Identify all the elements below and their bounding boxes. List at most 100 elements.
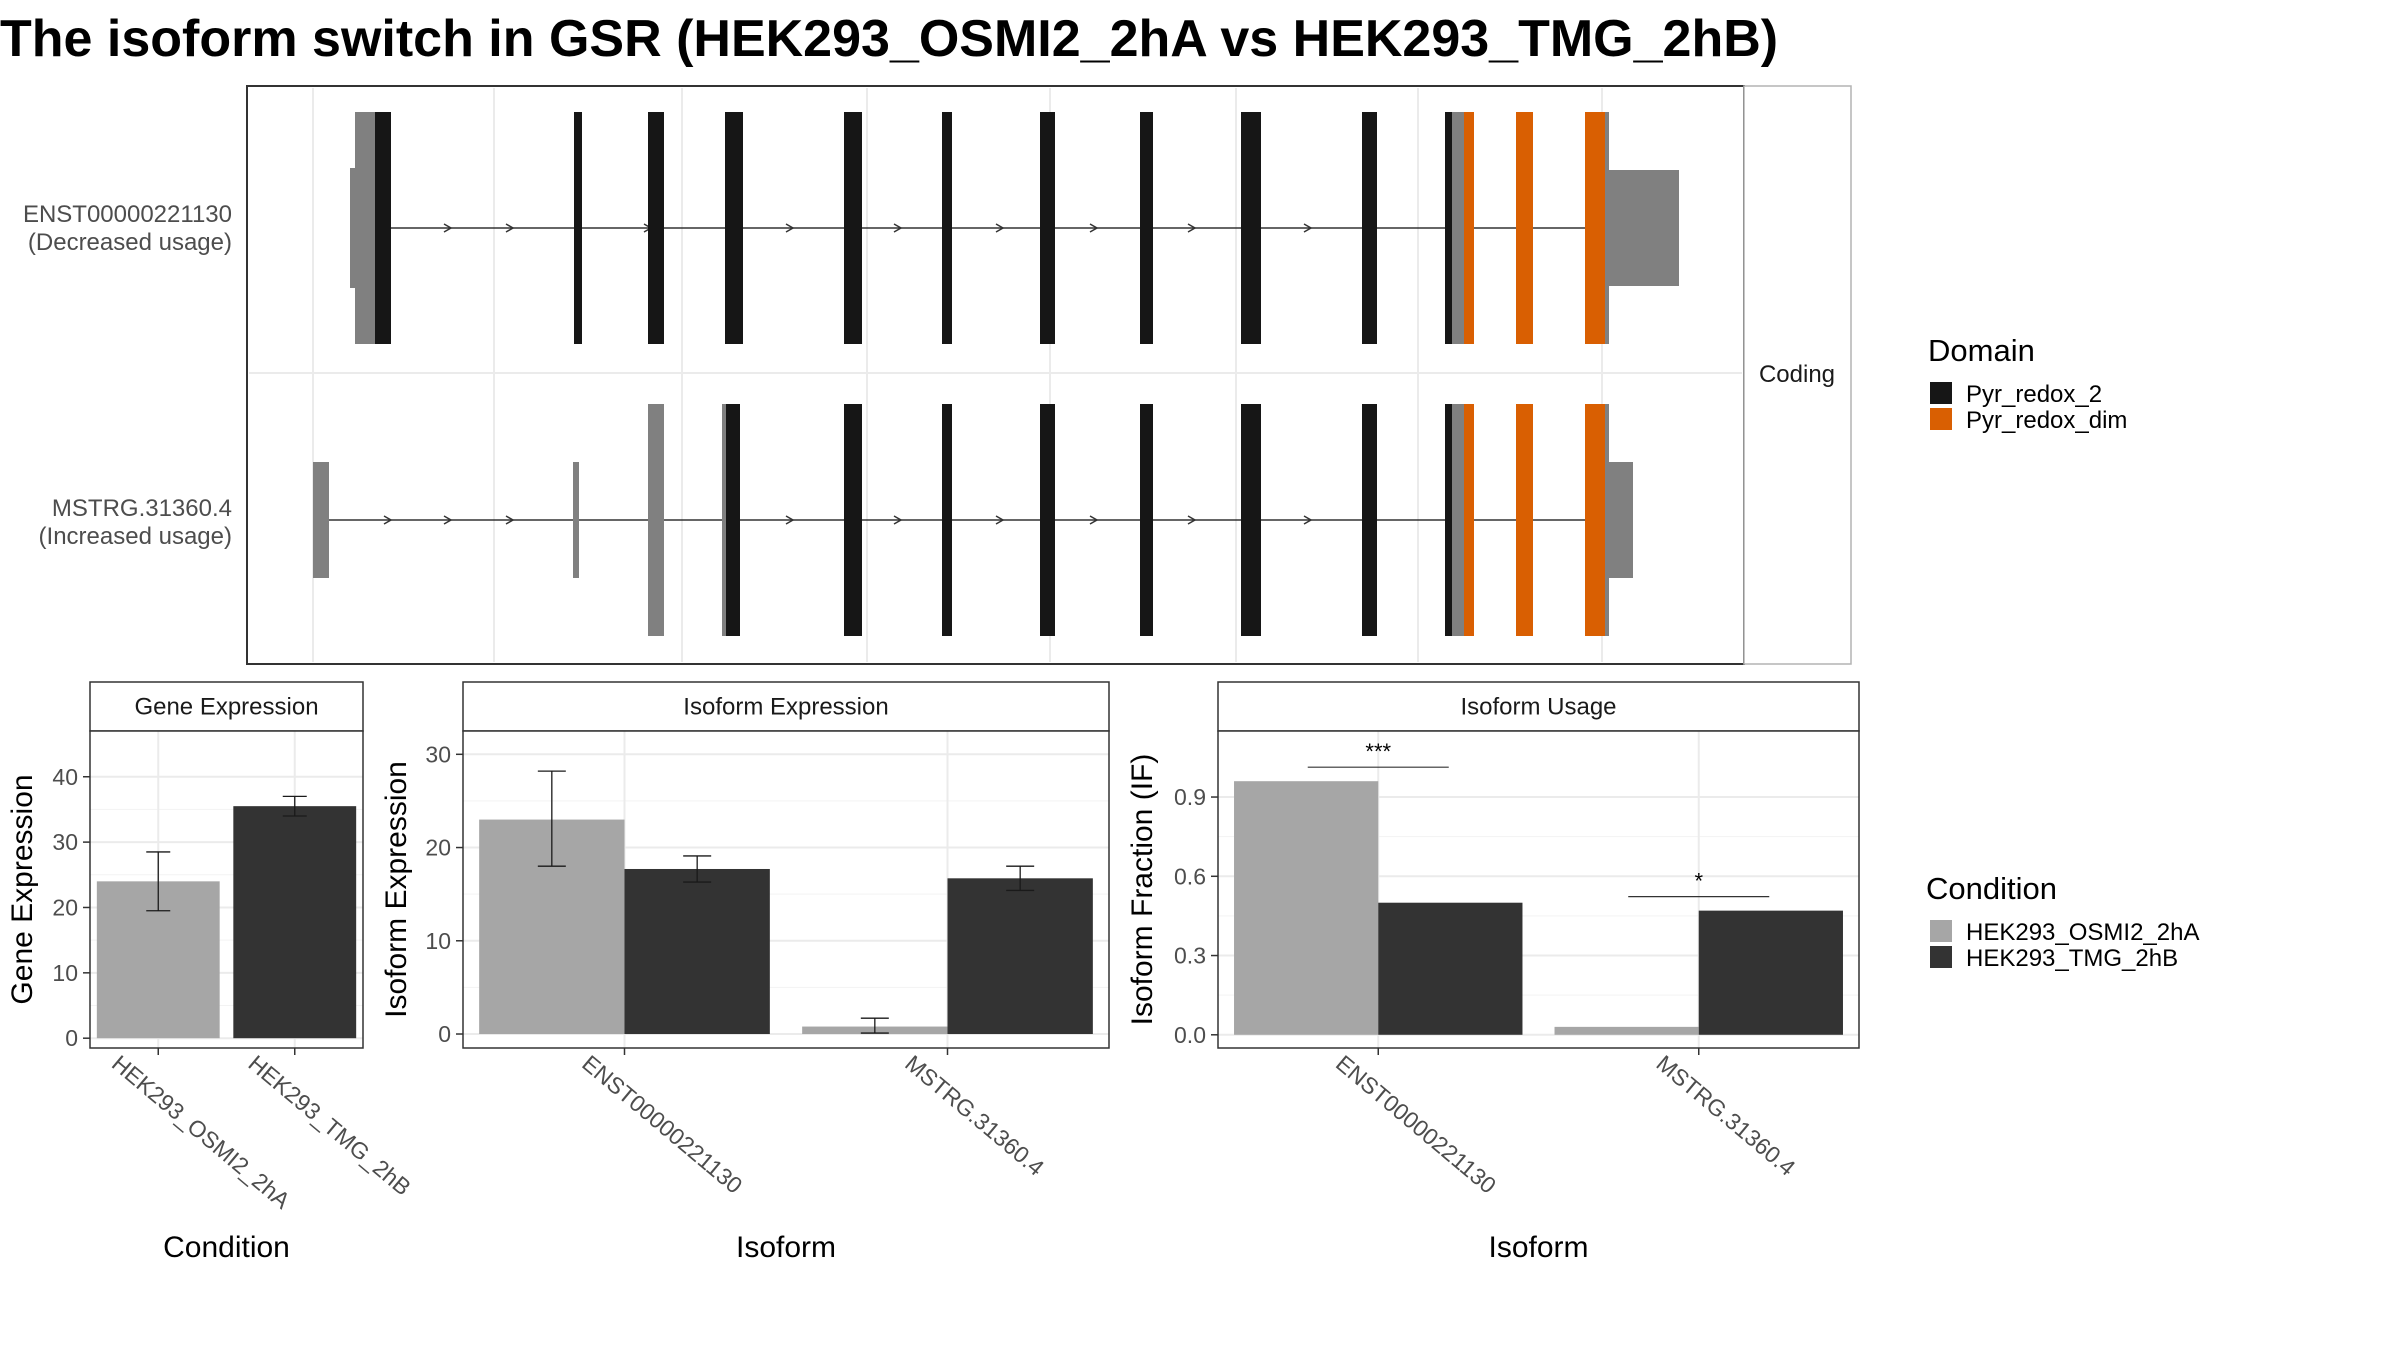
isoform-1-exon-3-pyr-redox-2: [375, 112, 391, 344]
structure-strip: [1743, 85, 1852, 665]
isoform-1-exon-1-utr: [350, 168, 355, 288]
isoform-2-exon-11-pyr-redox-2: [1241, 404, 1261, 636]
domain-legend-key-2: [1930, 408, 1952, 430]
isoform-2-direction-arrow-6: [995, 515, 1005, 525]
isoform-1-direction-arrow-2: [505, 223, 515, 233]
isoform-1-exon-8-pyr-redox-2: [942, 112, 952, 344]
gene-expression-ytick-label-5: 40: [52, 764, 78, 790]
isoform-2-direction-arrow-4: [785, 515, 795, 525]
domain-legend-title: Domain: [1928, 333, 2035, 368]
isoform-1-direction-arrow-9: [1303, 223, 1313, 233]
isoform-expression-ytick-label-4: 30: [425, 741, 451, 767]
isoform-label-2-usage: (Increased usage): [39, 523, 232, 550]
structure-panel: Coding ENST00000221130 (Decreased usage)…: [23, 85, 1852, 665]
gene-expression-bar-hek293-tmg-2hb: [233, 806, 357, 1039]
gene-expression-ytick-label-3: 20: [52, 894, 78, 920]
isoform-1-exon-12-pyr-redox-2: [1362, 112, 1377, 344]
isoform-expression-plot-border: [462, 730, 1110, 1049]
isoform-usage-ytick-label-2: 0.3: [1174, 943, 1206, 969]
domain-legend-label-1: Pyr_redox_2: [1966, 381, 2102, 408]
isoform-2-direction-arrow-8: [1187, 515, 1197, 525]
isoform-usage-xtick-label-2: MSTRG.31360.4: [1652, 1050, 1801, 1181]
isoform-2-direction-arrow-5: [893, 515, 903, 525]
isoform-label-1-id: ENST00000221130: [23, 201, 232, 228]
isoform-1-direction-arrow-7: [1089, 223, 1099, 233]
gene-expression-panel: Gene Expression010203040HEK293_OSMI2_2hA…: [6, 681, 416, 1264]
gene-expression-ytick-label-1: 0: [65, 1025, 78, 1051]
isoform-2-direction-arrow-1: [383, 515, 393, 525]
isoform-1-direction-arrow-4: [785, 223, 795, 233]
condition-legend-label-1: HEK293_OSMI2_2hA: [1966, 919, 2199, 946]
isoform-usage-bar-mstrg-31360-4-series-2: [1698, 910, 1843, 1035]
isoform-expression-ytick-label-1: 0: [438, 1021, 451, 1047]
isoform-2-exon-9-pyr-redox-2: [1040, 404, 1055, 636]
isoform-2-direction-arrow-7: [1089, 515, 1099, 525]
isoform-1-exon-7-pyr-redox-2: [844, 112, 862, 344]
isoform-1-exon-2-utr: [355, 112, 375, 344]
gene-expression-xlabel: Condition: [163, 1231, 290, 1264]
condition-legend-label-2: HEK293_TMG_2hB: [1966, 945, 2178, 972]
isoform-usage-xlabel: Isoform: [1488, 1231, 1588, 1264]
isoform-2-exon-12-pyr-redox-2: [1362, 404, 1377, 636]
figure-title: The isoform switch in GSR (HEK293_OSMI2_…: [0, 10, 1778, 68]
isoform-usage-significance-label-1: ***: [1365, 739, 1391, 764]
isoform-1-exon-16-pyr-redox-dim: [1516, 112, 1533, 344]
isoform-2-exon-13-pyr-redox-2: [1445, 404, 1452, 636]
isoform-2-exon-15-pyr-redox-dim: [1464, 404, 1474, 636]
isoform-expression-strip: [462, 681, 1110, 732]
isoform-2-exon-17-pyr-redox-dim: [1585, 404, 1605, 636]
isoform-usage-ytick-label-3: 0.6: [1174, 863, 1206, 889]
isoform-1-exon-6-pyr-redox-2: [725, 112, 743, 344]
isoform-expression-xlabel: Isoform: [736, 1231, 836, 1264]
isoform-expression-ytick-label-3: 20: [425, 835, 451, 861]
isoform-1-exon-4-pyr-redox-2: [574, 112, 582, 344]
isoform-expression-bar-mstrg-31360-4-series-2: [947, 878, 1093, 1035]
isoform-usage-xtick-label-1: ENST00000221130: [1331, 1050, 1501, 1199]
condition-legend-key-2: [1930, 946, 1952, 968]
isoform-expression-xtick-label-1: ENST00000221130: [577, 1050, 747, 1199]
isoform-2-exon-1-utr: [313, 462, 329, 578]
isoform-expression-bar-enst00000221130-series-2: [624, 868, 770, 1035]
isoform-2-exon-8-pyr-redox-2: [942, 404, 952, 636]
isoform-1-exon-10-pyr-redox-2: [1140, 112, 1153, 344]
isoform-expression-strip-title: Isoform Expression: [683, 694, 888, 721]
isoform-2-exon-7-pyr-redox-2: [844, 404, 862, 636]
gene-expression-ytick-label-2: 10: [52, 960, 78, 986]
gene-expression-strip: [89, 681, 364, 732]
domain-legend: Domain Pyr_redox_2 Pyr_redox_dim: [1928, 333, 2127, 434]
isoform-1-direction-arrow-8: [1187, 223, 1197, 233]
isoform-track-2: [313, 404, 1633, 636]
isoform-usage-plot-border: [1217, 730, 1860, 1049]
isoform-usage-bar-enst00000221130-series-2: [1378, 902, 1523, 1035]
isoform-1-exon-14-utr: [1452, 112, 1464, 344]
isoform-expression-ytick-label-2: 10: [425, 928, 451, 954]
isoform-expression-panel: Isoform Expression 0 10 20 30 ENST00000221130…: [380, 681, 1110, 1264]
isoform-1-exon-5-pyr-redox-2: [648, 112, 664, 344]
isoform-1-exon-13-pyr-redox-2: [1445, 112, 1452, 344]
isoform-1-exon-15-pyr-redox-dim: [1464, 112, 1474, 344]
isoform-1-exon-19-utr: [1609, 170, 1679, 286]
gene-expression-plot-border: [89, 730, 364, 1049]
gene-expression-strip-title: Gene Expression: [134, 694, 318, 721]
isoform-1-exon-18-utr: [1605, 112, 1609, 344]
structure-panel-bg: [247, 86, 1744, 664]
isoform-expression-ylabel: Isoform Expression: [380, 761, 413, 1018]
isoform-1-exon-11-pyr-redox-2: [1241, 112, 1261, 344]
isoform-1-exon-9-pyr-redox-2: [1040, 112, 1055, 344]
isoform-usage-bar-mstrg-31360-4-series-1: [1554, 1026, 1699, 1035]
isoform-2-exon-6-pyr-redox-2: [726, 404, 740, 636]
isoform-2-direction-arrow-9: [1303, 515, 1313, 525]
isoform-usage-strip-title: Isoform Usage: [1460, 694, 1616, 721]
isoform-track-1: [350, 112, 1679, 344]
isoform-2-exon-3-utr: [648, 404, 651, 636]
isoform-2-exon-18-utr: [1605, 404, 1609, 636]
isoform-label-1-usage: (Decreased usage): [28, 229, 232, 256]
isoform-expression-xtick-label-2: MSTRG.31360.4: [900, 1050, 1049, 1181]
isoform-usage-ytick-label-1: 0.0: [1174, 1022, 1206, 1048]
isoform-2-exon-4-utr: [651, 404, 664, 636]
gene-expression-ylabel: Gene Expression: [6, 774, 39, 1004]
isoform-1-exon-17-pyr-redox-dim: [1585, 112, 1605, 344]
isoform-2-exon-10-pyr-redox-2: [1140, 404, 1153, 636]
